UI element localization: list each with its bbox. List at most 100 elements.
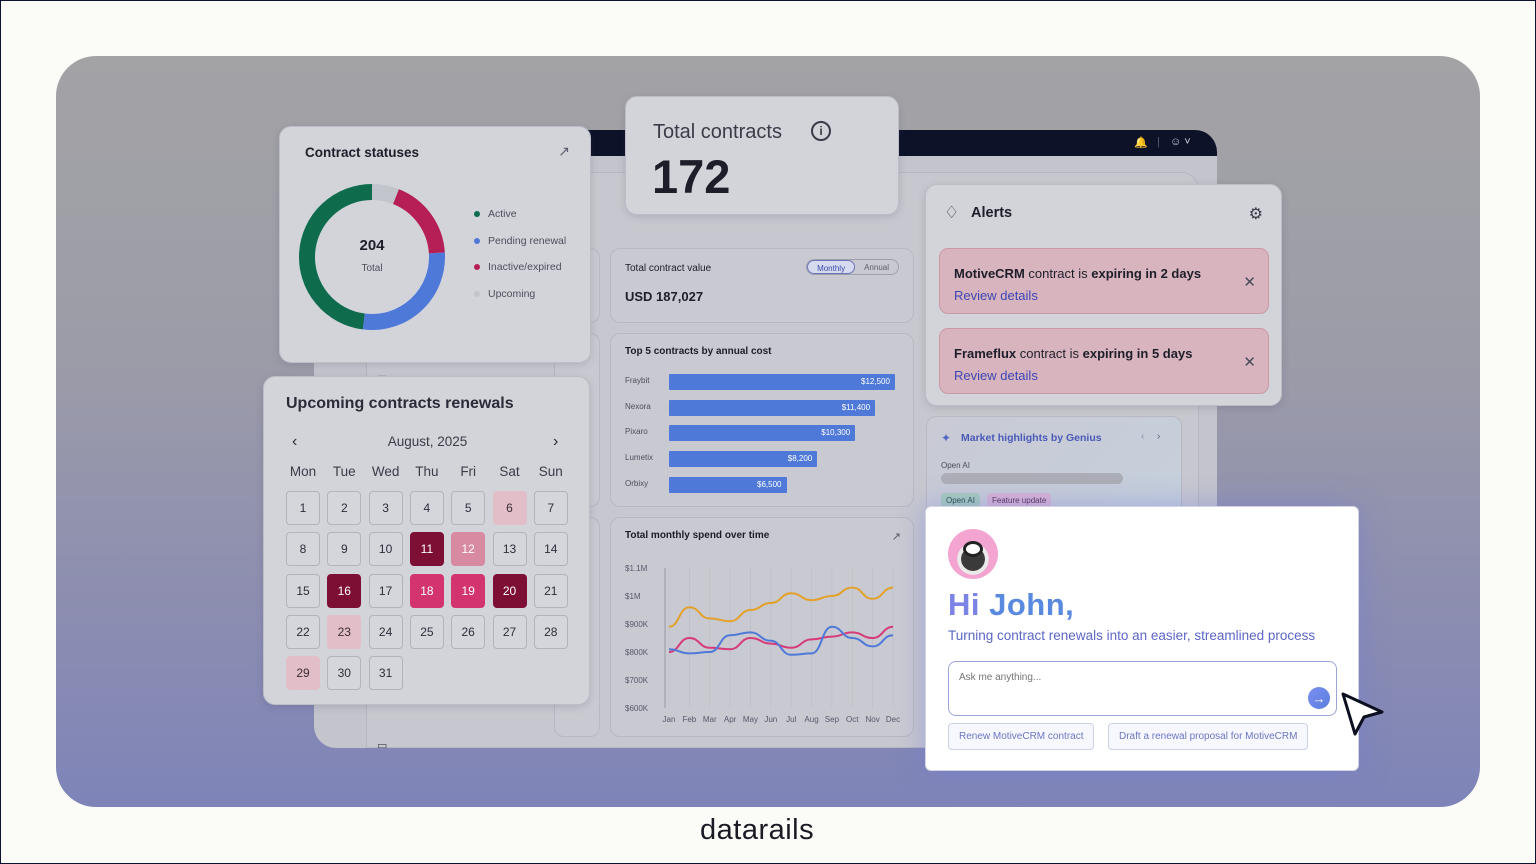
calendar-month: August, 2025 xyxy=(387,434,468,449)
contract-value: USD 187,027 xyxy=(625,289,704,304)
suggestion-chip[interactable]: Renew MotiveCRM contract xyxy=(948,723,1095,750)
toggle-monthly[interactable]: Monthly xyxy=(807,260,856,274)
calendar-day[interactable]: 22 xyxy=(286,614,320,649)
calendar-day[interactable]: 12 xyxy=(451,532,486,567)
calendar-day[interactable]: 9 xyxy=(327,532,362,567)
x-tick-label: Jul xyxy=(786,715,796,724)
y-tick-label: $700K xyxy=(625,676,649,685)
bar: $6,500 xyxy=(669,476,787,493)
calendar-day[interactable]: 15 xyxy=(286,573,320,608)
y-tick-label: $1M xyxy=(625,592,641,601)
assistant-card: Hi John, Turning contract renewals into … xyxy=(925,506,1359,771)
legend-label: Active xyxy=(488,208,517,220)
calendar-day[interactable]: 13 xyxy=(492,532,527,567)
bar: $12,500 xyxy=(669,374,895,390)
donut-slice xyxy=(362,252,445,330)
legend-dot xyxy=(474,211,480,217)
series-line xyxy=(668,586,894,628)
calendar-day[interactable]: 16 xyxy=(327,573,362,608)
y-tick-label: $800K xyxy=(625,648,649,657)
legend-item: Active xyxy=(474,208,517,220)
calendar-day[interactable]: 4 xyxy=(409,491,444,525)
send-button[interactable]: → xyxy=(1308,687,1330,709)
prev-month-icon[interactable]: ‹ xyxy=(292,433,298,450)
review-details-link[interactable]: Review details xyxy=(954,368,1038,383)
card-title: Top 5 contracts by annual cost xyxy=(625,346,772,357)
calendar-day[interactable]: 2 xyxy=(327,491,362,525)
bar-value-label: $11,400 xyxy=(841,402,871,412)
alert-text: Frameflux contract is expiring in 5 days xyxy=(954,346,1193,361)
y-tick-label: $900K xyxy=(625,620,649,629)
calendar-day[interactable]: 24 xyxy=(368,614,403,649)
top5-card: Top 5 contracts by annual cost Fraybit $1… xyxy=(610,333,914,507)
cursor-icon xyxy=(1341,692,1384,736)
calendar-day[interactable]: 26 xyxy=(451,614,486,649)
review-details-link[interactable]: Review details xyxy=(954,288,1038,303)
next-icon[interactable]: › xyxy=(1157,431,1161,442)
calendar-day[interactable]: 31 xyxy=(368,656,403,691)
panel-title: Upcoming contracts renewals xyxy=(286,395,514,412)
info-icon[interactable]: i xyxy=(811,121,831,141)
ask-box: → xyxy=(948,661,1337,716)
calendar-day[interactable]: 7 xyxy=(533,491,568,525)
calendar-day[interactable]: 1 xyxy=(286,491,320,525)
donut-chart xyxy=(299,184,445,330)
calendar-day[interactable]: 5 xyxy=(451,491,486,525)
weekday-label: Sun xyxy=(538,464,563,479)
calendar-day[interactable]: 3 xyxy=(368,491,403,525)
calendar-day[interactable]: 8 xyxy=(286,532,320,567)
alerts-title: Alerts xyxy=(971,205,1013,221)
calendar-day[interactable]: 18 xyxy=(409,573,444,608)
close-icon[interactable]: ✕ xyxy=(1243,354,1256,371)
calendar-day[interactable]: 29 xyxy=(286,656,320,691)
calendar-day[interactable]: 25 xyxy=(409,614,444,649)
monthly-spend-card: Total monthly spend over time ↗ $1.1M $1M… xyxy=(610,517,914,737)
x-tick-label: May xyxy=(743,715,758,724)
bar-value-label: $12,500 xyxy=(861,377,890,386)
bar: $11,400 xyxy=(669,399,876,416)
legend-dot xyxy=(474,237,480,244)
suggestion-chip[interactable]: Draft a renewal proposal for MotiveCRM xyxy=(1108,723,1309,750)
card-title: Total monthly spend over time xyxy=(625,530,770,541)
assistant-subtitle: Turning contract renewals into an easier… xyxy=(948,628,1316,643)
book-icon[interactable]: ▭ xyxy=(377,740,388,748)
weekday-label: Tue xyxy=(332,464,356,479)
ask-input[interactable] xyxy=(959,672,1289,683)
tag-chip: Feature update xyxy=(987,493,1052,508)
calendar-day[interactable]: 28 xyxy=(533,614,568,649)
calendar-day[interactable]: 21 xyxy=(533,573,568,608)
calendar-day[interactable]: 20 xyxy=(492,573,527,608)
datarails-logo: datarails xyxy=(700,814,815,846)
calendar-day[interactable]: 6 xyxy=(492,491,527,525)
bell-icon[interactable]: 🔔 xyxy=(1134,137,1148,149)
toggle-annual[interactable]: Annual xyxy=(864,263,889,272)
donut-slice xyxy=(392,189,445,254)
expand-icon[interactable]: ↗ xyxy=(891,531,901,543)
bar-label: Lumetix xyxy=(625,453,654,463)
user-icon[interactable]: ☺ ˅ xyxy=(1170,136,1191,148)
bell-icon: ♢ xyxy=(944,203,960,222)
next-month-icon[interactable]: › xyxy=(553,433,559,450)
calendar-day[interactable]: 27 xyxy=(492,614,527,649)
calendar-day[interactable]: 11 xyxy=(409,532,444,567)
calendar-day[interactable]: 19 xyxy=(451,573,486,608)
bar-row: Fraybit $12,500 xyxy=(625,374,915,390)
hero-stage: 🔔 | ☺ ˅ ▤ ▭ Total contract value Monthly… xyxy=(56,56,1480,807)
calendar-day[interactable]: 23 xyxy=(327,614,362,649)
expand-icon[interactable]: ↗ xyxy=(558,143,570,159)
close-icon[interactable]: ✕ xyxy=(1243,274,1256,291)
calendar-day[interactable]: 30 xyxy=(327,656,362,691)
period-toggle[interactable]: Monthly Annual xyxy=(806,259,899,275)
x-tick-label: Jun xyxy=(764,715,777,724)
weekday-label: Sat xyxy=(499,464,520,479)
avatar xyxy=(948,529,998,579)
total-contracts-value: 172 xyxy=(652,150,731,203)
bar-label: Fraybit xyxy=(625,376,650,385)
legend-label: Upcoming xyxy=(488,287,536,300)
calendar-day[interactable]: 17 xyxy=(368,573,403,608)
gear-icon[interactable]: ⚙ xyxy=(1248,206,1263,223)
calendar-day[interactable]: 10 xyxy=(368,532,403,567)
calendar-day[interactable]: 14 xyxy=(533,532,568,567)
legend-dot xyxy=(474,290,480,297)
prev-icon[interactable]: ‹ xyxy=(1141,431,1145,442)
